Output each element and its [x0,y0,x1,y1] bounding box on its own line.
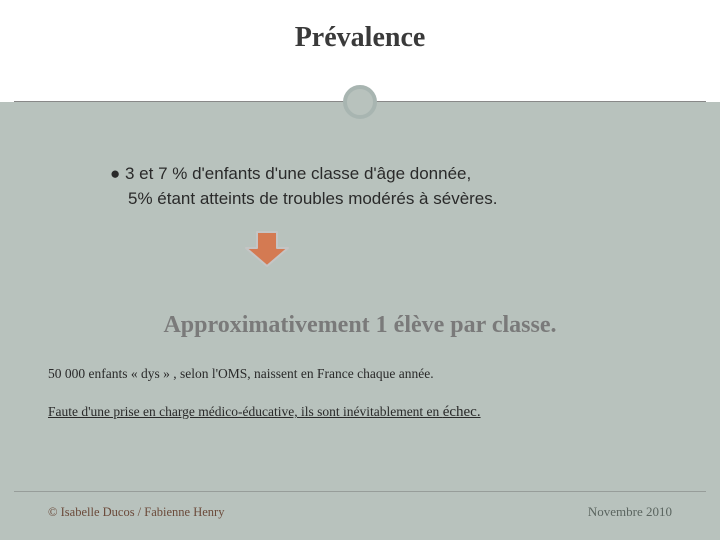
bullet-line-1: ● 3 et 7 % d'enfants d'une classe d'âge … [110,162,660,187]
title-area: Prévalence [0,0,720,102]
body-area: ● 3 et 7 % d'enfants d'une classe d'âge … [0,102,720,540]
down-arrow-icon [244,230,290,273]
subtext-1: 50 000 enfants « dys » , selon l'OMS, na… [48,366,680,382]
subtext-2-prefix: Faute d'une prise en charge médico-éduca… [48,404,443,419]
bullet-block: ● 3 et 7 % d'enfants d'une classe d'âge … [110,162,660,211]
subtext-2: Faute d'une prise en charge médico-éduca… [48,404,690,421]
subtext-2-emph: échec. [443,404,481,420]
slide-title: Prévalence [0,0,720,54]
footer-copyright: © Isabelle Ducos / Fabienne Henry [48,505,224,520]
slide: Prévalence ● 3 et 7 % d'enfants d'une cl… [0,0,720,540]
bullet-line-2: 5% étant atteints de troubles modérés à … [110,187,660,212]
footer-date: Novembre 2010 [588,504,672,520]
footer-divider [14,491,706,492]
headline-text: Approximativement 1 élève par classe. [0,312,720,339]
circle-ornament-icon [343,85,377,119]
